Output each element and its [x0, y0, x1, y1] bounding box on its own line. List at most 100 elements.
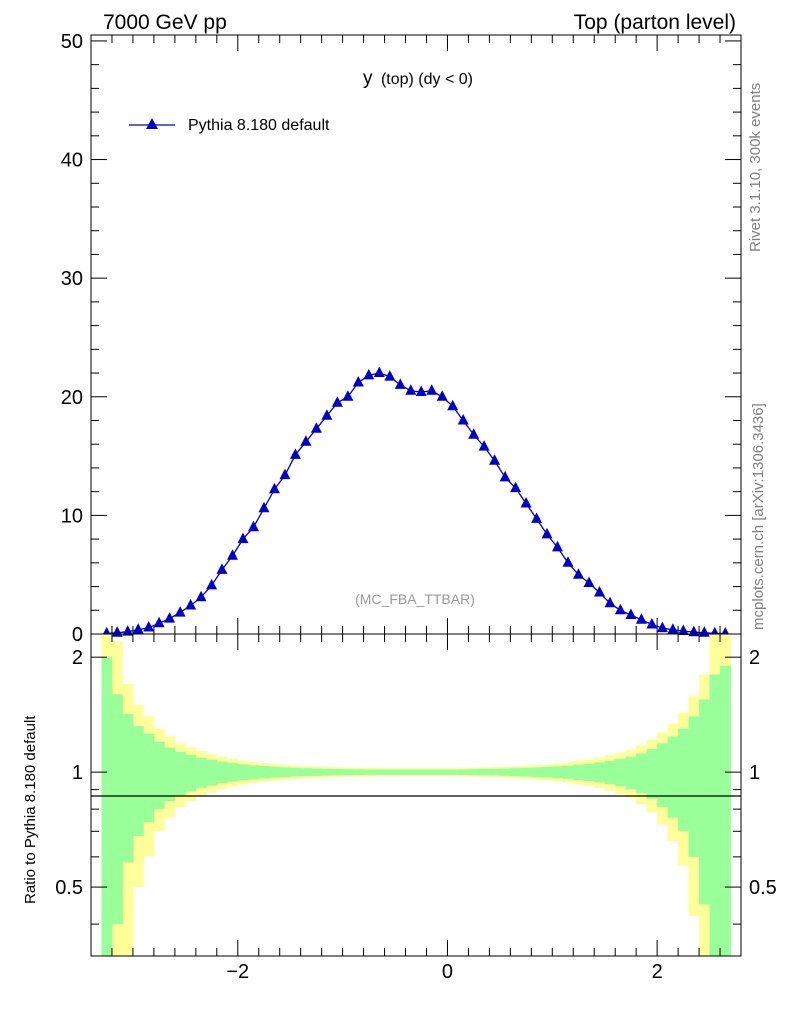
ratio-inner-band-bin: [562, 765, 574, 779]
x-tick-label: 0: [442, 961, 453, 983]
ratio-inner-band-bin: [248, 765, 260, 780]
ratio-inner-band-bin: [646, 748, 658, 800]
ratio-inner-band-bin: [541, 766, 553, 778]
ratio-inner-band-bin: [363, 769, 375, 775]
ratio-inner-band-bin: [185, 754, 197, 792]
ratio-inner-band-bin: [321, 768, 333, 776]
ratio-inner-band-bin: [625, 756, 637, 790]
data-point-marker: [614, 603, 626, 615]
ratio-inner-band-bin: [604, 760, 616, 785]
ratio-y-axis-label: Ratio to Pythia 8.180 default: [22, 715, 39, 904]
data-point-marker: [604, 596, 616, 608]
data-point-marker: [531, 512, 543, 523]
ratio-inner-band-bin: [405, 769, 417, 775]
header-right-title: Top (parton level): [574, 11, 736, 34]
ratio-inner-band-bin: [720, 665, 731, 956]
data-point-marker: [405, 384, 417, 395]
ratio-inner-band-bin: [426, 769, 438, 775]
ratio-inner-band-bin: [269, 766, 281, 778]
data-point-marker: [185, 599, 197, 610]
ratio-inner-band-bin: [573, 764, 585, 780]
data-point-marker: [552, 540, 563, 552]
data-point-marker: [541, 527, 553, 539]
data-point-marker: [122, 625, 134, 636]
ratio-inner-band-bin: [353, 769, 364, 775]
ratio-inner-band-bin: [520, 767, 532, 777]
ratio-inner-band-bin: [206, 759, 218, 786]
rivet-label: Rivet 3.1.10, 300k events: [747, 83, 764, 252]
ratio-inner-band-bin: [615, 759, 627, 787]
ratio-inner-band-bin: [699, 699, 710, 905]
ratio-inner-band-bin: [384, 769, 396, 775]
data-point-marker: [698, 626, 710, 637]
ratio-inner-band-bin: [101, 657, 113, 956]
data-point-marker: [656, 621, 668, 633]
data-point-marker: [688, 625, 700, 637]
data-point-marker: [132, 623, 144, 634]
ratio-inner-band-bin: [300, 768, 312, 777]
data-point-marker: [164, 612, 176, 623]
data-point-marker: [300, 435, 312, 446]
ratio-inner-band-bin: [279, 767, 291, 778]
ratio-y-tick-label-left: 2: [72, 647, 83, 669]
ratio-inner-band-bin: [489, 768, 501, 776]
data-point-marker: [363, 368, 375, 380]
ratio-inner-band-bin: [258, 766, 270, 779]
ratio-inner-band-bin: [478, 769, 490, 776]
plot-title-main: y: [363, 68, 373, 89]
ratio-inner-band-bin: [510, 768, 522, 777]
ratio-inner-band-bin: [594, 762, 606, 783]
ratio-inner-band-bin: [531, 767, 543, 778]
ratio-inner-band-bin: [436, 769, 448, 775]
data-point-marker: [667, 623, 679, 634]
main-plot-panel: 0 10 20 30 40 50 y (top) (dy < 0) (MC_FBA_TTB…: [61, 31, 742, 646]
ratio-inner-band-bin: [667, 736, 679, 818]
main-y-tick-label: 0: [72, 624, 83, 646]
data-point-marker: [510, 481, 522, 493]
main-axis-ticks: [90, 35, 742, 635]
ratio-y-tick-label-right: 1: [749, 762, 760, 784]
data-point-marker: [352, 376, 364, 387]
plot-title-suffix: (top) (dy < 0): [381, 71, 473, 88]
data-point-marker: [573, 568, 584, 579]
main-y-tick-labels: 0 10 20 30 40 50: [61, 31, 83, 646]
ratio-inner-band-bin: [342, 769, 354, 776]
data-point-marker: [195, 590, 207, 602]
legend: Pythia 8.180 default: [129, 117, 330, 134]
ratio-y-tick-label-left: 0.5: [55, 877, 83, 899]
data-point-marker: [342, 390, 354, 401]
data-point-marker: [373, 366, 385, 377]
ratio-inner-band-bin: [311, 768, 323, 776]
ratio-inner-band-bin: [395, 769, 406, 775]
data-point-marker: [174, 606, 186, 617]
data-point-marker: [289, 448, 301, 459]
ratio-inner-band-bin: [678, 728, 689, 832]
ratio-inner-band-bin: [499, 768, 511, 776]
ratio-inner-band-bin: [227, 763, 239, 782]
data-point-marker: [279, 468, 291, 480]
ratio-inner-band-bin: [583, 763, 595, 781]
data-point-marker: [206, 578, 218, 590]
data-point-marker: [468, 428, 480, 439]
ratio-y-tick-labels: 0.5 0.5 1 1 2 2: [55, 647, 777, 899]
data-point-marker: [520, 497, 532, 508]
watermark: (MC_FBA_TTBAR): [355, 591, 475, 607]
ratio-inner-band-bin: [216, 761, 228, 784]
ratio-inner-band-bin: [111, 694, 123, 925]
plot-title: y (top) (dy < 0): [363, 68, 473, 89]
main-y-tick-label: 30: [61, 268, 83, 290]
data-point-marker: [269, 482, 280, 494]
main-series-group: [101, 366, 731, 638]
main-y-tick-label: 20: [61, 387, 83, 409]
data-point-marker: [646, 618, 658, 629]
data-point-marker: [227, 549, 238, 560]
ratio-inner-band-bin: [709, 674, 721, 956]
data-point-marker: [562, 556, 574, 567]
data-point-marker: [583, 576, 595, 587]
data-point-marker: [331, 396, 343, 407]
ratio-y-tick-label-left: 1: [72, 762, 83, 784]
data-point-marker: [426, 384, 438, 395]
data-point-marker: [457, 414, 469, 425]
data-point-marker: [625, 608, 637, 619]
ratio-inner-band-bin: [153, 741, 165, 810]
